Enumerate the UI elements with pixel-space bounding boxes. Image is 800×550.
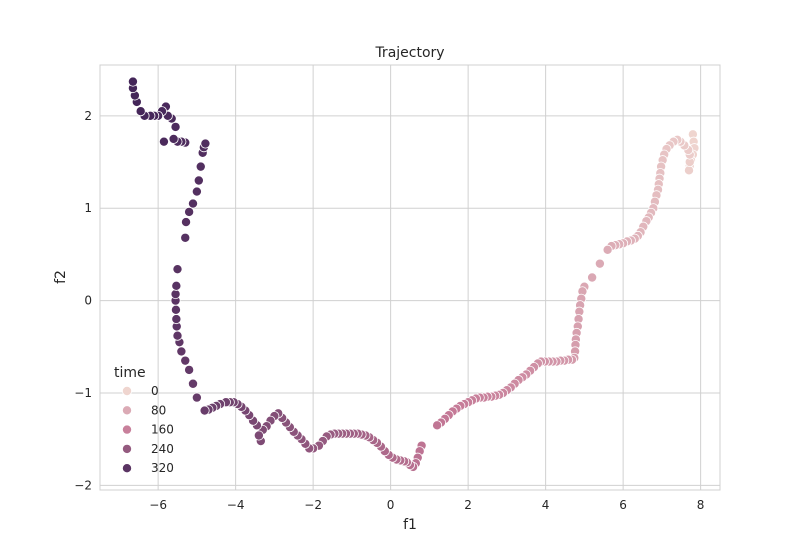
scatter-point — [180, 355, 191, 366]
y-tick-label: −1 — [74, 386, 92, 400]
scatter-point — [170, 289, 181, 300]
scatter-point — [135, 106, 146, 117]
x-tick-label: 8 — [697, 498, 705, 512]
x-tick-labels: −6 −4 −2 0 2 4 6 8 — [149, 498, 704, 512]
scatter-point — [594, 258, 605, 269]
scatter-point — [172, 264, 183, 275]
scatter-point — [191, 186, 202, 197]
legend-label: 80 — [151, 403, 166, 417]
y-tick-labels: −2 −1 0 1 2 — [74, 109, 92, 493]
legend-title: time — [114, 365, 146, 381]
legend-label: 0 — [151, 384, 159, 398]
scatter-point — [170, 121, 181, 132]
legend-label: 320 — [151, 461, 174, 475]
legend-marker — [122, 424, 133, 435]
scatter-point — [187, 198, 198, 209]
scatter-point — [127, 76, 138, 87]
scatter-point — [684, 165, 695, 176]
scatter-point — [432, 420, 443, 431]
y-tick-label: 2 — [84, 109, 92, 123]
scatter-point — [170, 304, 181, 315]
scatter-point — [168, 133, 179, 144]
scatter-point — [176, 346, 187, 357]
scatter-point — [184, 364, 195, 375]
x-tick-label: 4 — [542, 498, 550, 512]
scatter-point — [171, 314, 182, 325]
x-tick-label: 0 — [387, 498, 395, 512]
scatter-point — [184, 206, 195, 217]
legend-marker — [122, 405, 133, 416]
scatter-point — [195, 161, 206, 172]
x-tick-label: 2 — [464, 498, 472, 512]
scatter-points — [127, 76, 700, 472]
chart-title: Trajectory — [374, 45, 444, 61]
scatter-point — [587, 272, 598, 283]
y-tick-label: −2 — [74, 478, 92, 492]
scatter-point — [171, 280, 182, 291]
x-tick-label: −6 — [149, 498, 167, 512]
scatter-point — [253, 430, 264, 441]
legend: time 0 80 160 240 320 — [114, 365, 174, 475]
scatter-point — [158, 136, 169, 147]
scatter-point — [191, 392, 202, 403]
scatter-point — [172, 330, 183, 341]
x-axis-label: f1 — [403, 517, 417, 533]
scatter-point — [181, 217, 192, 228]
scatter-point — [200, 138, 211, 149]
legend-label: 160 — [151, 423, 174, 437]
x-tick-label: −2 — [304, 498, 322, 512]
legend-marker — [122, 463, 133, 474]
x-tick-label: −4 — [227, 498, 245, 512]
y-axis-label: f2 — [53, 270, 69, 284]
scatter-point — [193, 175, 204, 186]
y-tick-label: 1 — [84, 201, 92, 215]
y-tick-label: 0 — [84, 294, 92, 308]
x-tick-label: 6 — [619, 498, 627, 512]
plot-background — [99, 64, 721, 491]
legend-marker — [122, 443, 133, 454]
legend-label: 240 — [151, 442, 174, 456]
legend-marker — [122, 385, 133, 396]
scatter-point — [602, 244, 613, 255]
scatter-point — [199, 405, 210, 416]
scatter-point — [180, 232, 191, 243]
grid-lines — [100, 65, 720, 490]
scatter-point — [187, 378, 198, 389]
